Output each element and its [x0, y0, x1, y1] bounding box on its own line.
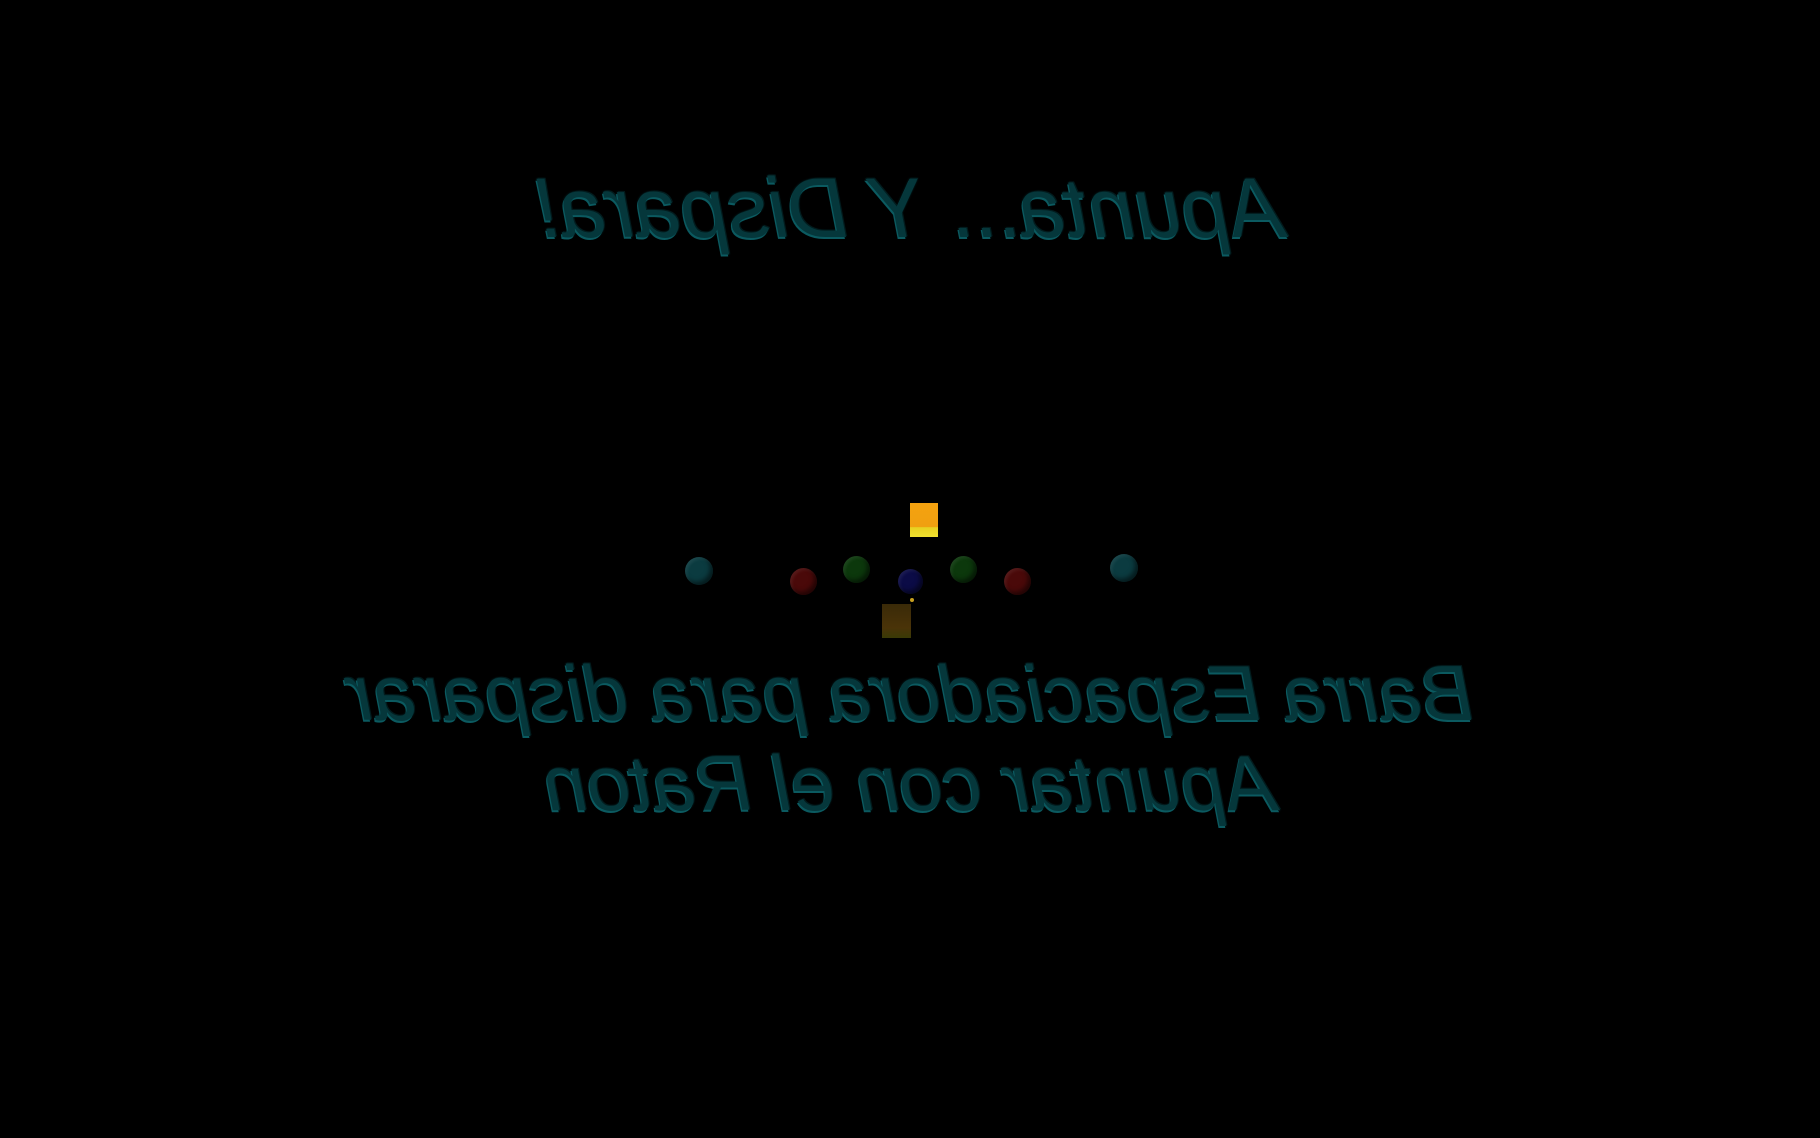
teal-target-left	[685, 557, 713, 585]
player-cube	[910, 503, 938, 537]
instruction-aim: Apuntar con el Raton	[543, 739, 1277, 827]
red-target-right	[1004, 568, 1031, 595]
teal-target-right	[1110, 554, 1138, 582]
aim-point	[910, 598, 914, 602]
green-target-left	[843, 556, 870, 583]
red-target-left	[790, 568, 817, 595]
game-title: Apunta... Y Dispara!	[535, 161, 1285, 255]
cube-shadow	[882, 604, 911, 638]
green-target-right	[950, 556, 977, 583]
instruction-shoot: Barra Espaciadora para disparar	[346, 649, 1474, 737]
blue-target-center	[898, 569, 923, 594]
